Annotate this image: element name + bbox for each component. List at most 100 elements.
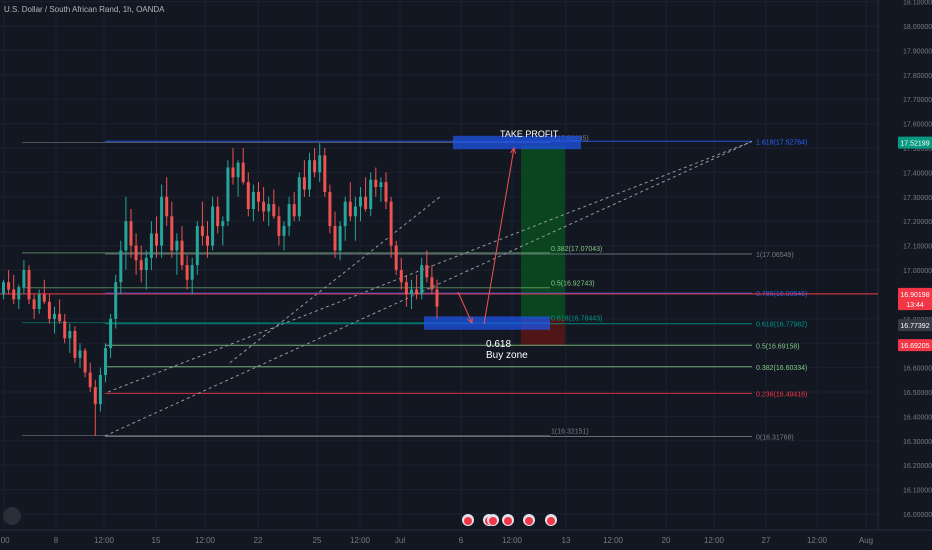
candle-body bbox=[124, 221, 128, 251]
x-tick-label: 12:00 bbox=[350, 536, 371, 545]
candle-body bbox=[282, 226, 286, 236]
candle-body bbox=[83, 350, 87, 373]
trend-line-dashed bbox=[229, 196, 441, 364]
candle-body bbox=[246, 182, 250, 209]
x-tick-label: 8 bbox=[54, 536, 59, 545]
price-marker bbox=[898, 298, 932, 311]
x-tick-label: Jul bbox=[395, 536, 405, 545]
candle-body bbox=[404, 282, 408, 295]
fib-mid-label: 0.618(16.78443) bbox=[551, 316, 602, 323]
candle-body bbox=[323, 155, 327, 192]
take-profit-zone bbox=[453, 135, 581, 150]
candle-body bbox=[338, 226, 342, 251]
candle-body bbox=[399, 270, 403, 283]
candle-body bbox=[348, 201, 352, 217]
candle-body bbox=[262, 201, 266, 212]
candle-body bbox=[359, 196, 362, 207]
candle-body bbox=[42, 294, 46, 302]
buy-zone bbox=[424, 316, 550, 330]
fib-label: 1(17.06549) bbox=[756, 252, 794, 259]
candle-body bbox=[231, 167, 235, 178]
candle-body bbox=[410, 289, 413, 295]
projection-arrow-up-head bbox=[510, 146, 517, 154]
x-tick-label: 27 bbox=[762, 536, 771, 545]
candle-body bbox=[160, 196, 164, 246]
price-marker-label: 13:44 bbox=[906, 302, 924, 309]
price-scale bbox=[878, 0, 932, 550]
candle-body bbox=[155, 233, 158, 246]
candle-body bbox=[251, 191, 255, 209]
candle-body bbox=[185, 265, 189, 280]
candle-body bbox=[165, 196, 169, 217]
candle-body bbox=[149, 233, 153, 258]
price-marker-label: 16.90198 bbox=[900, 292, 929, 299]
candle-body bbox=[257, 191, 260, 202]
candle-body bbox=[139, 260, 143, 270]
projection-arrow-up bbox=[483, 147, 515, 325]
y-tick-label: 17.40000 bbox=[903, 170, 932, 177]
x-tick-label: 22 bbox=[254, 536, 263, 545]
fib-mid-label: 1(16.32151) bbox=[551, 429, 589, 436]
candle-body bbox=[58, 313, 62, 322]
fib-mid-label: 0.5(16.92743) bbox=[551, 281, 595, 288]
x-tick-label: 25 bbox=[313, 536, 322, 545]
candle-body bbox=[308, 160, 311, 190]
candle-body bbox=[221, 221, 225, 227]
price-marker-label: 16.69205 bbox=[900, 343, 929, 350]
take-profit-label: TAKE PROFIT bbox=[500, 129, 559, 139]
x-tick-label: :00 bbox=[0, 536, 10, 545]
candle-body bbox=[297, 177, 301, 217]
x-tick-label: 6 bbox=[459, 536, 464, 545]
candle-body bbox=[206, 235, 209, 246]
candle-body bbox=[425, 265, 429, 278]
candle-body bbox=[277, 216, 281, 236]
price-marker bbox=[898, 287, 932, 300]
candle-body bbox=[267, 204, 271, 212]
fib-label: 1.618(17.52764) bbox=[756, 139, 807, 146]
price-marker bbox=[898, 339, 932, 352]
candle-body bbox=[369, 179, 373, 209]
candle-body bbox=[374, 179, 378, 188]
candle-body bbox=[216, 206, 220, 227]
buy-zone-label: Buy zone bbox=[486, 350, 528, 361]
candle-body bbox=[17, 287, 21, 300]
candle-body bbox=[272, 204, 276, 217]
x-tick-label: 12:00 bbox=[502, 536, 523, 545]
candle-body bbox=[78, 350, 82, 358]
candle-body bbox=[353, 206, 357, 217]
tradingview-logo-icon[interactable] bbox=[3, 507, 21, 525]
candle-body bbox=[7, 282, 11, 290]
candle-body bbox=[134, 245, 138, 261]
fib-label: 0.382(16.60334) bbox=[756, 365, 807, 372]
candle-body bbox=[226, 167, 230, 222]
candle-body bbox=[32, 299, 36, 310]
candle-body bbox=[389, 201, 393, 246]
event-icon-dot bbox=[547, 517, 555, 525]
candle-body bbox=[68, 331, 72, 339]
fib-mid-label: 0.382(17.07043) bbox=[551, 246, 602, 253]
y-tick-label: 16.50000 bbox=[903, 390, 932, 397]
y-tick-label: 18.10000 bbox=[903, 0, 932, 7]
candle-body bbox=[27, 270, 31, 300]
candle-body bbox=[93, 387, 97, 405]
candle-body bbox=[73, 331, 77, 358]
y-tick-label: 17.20000 bbox=[903, 219, 932, 226]
candle-body bbox=[109, 318, 113, 349]
y-tick-label: 16.20000 bbox=[903, 463, 932, 470]
fib-label: 0.618(16.77982) bbox=[756, 322, 807, 329]
trend-line-dashed bbox=[107, 140, 753, 393]
y-tick-label: 16.30000 bbox=[903, 439, 932, 446]
candle-body bbox=[333, 226, 337, 251]
projection-arrow-down bbox=[457, 291, 473, 324]
candle-body bbox=[47, 301, 51, 319]
candle-body bbox=[119, 250, 123, 283]
candle-body bbox=[175, 240, 179, 251]
y-tick-label: 16.00000 bbox=[903, 512, 932, 519]
candle-body bbox=[287, 204, 291, 227]
candle-body bbox=[415, 289, 419, 295]
x-tick-label: 12:00 bbox=[704, 536, 725, 545]
event-icon-dot bbox=[525, 517, 533, 525]
y-tick-label: 18.00000 bbox=[903, 24, 932, 31]
